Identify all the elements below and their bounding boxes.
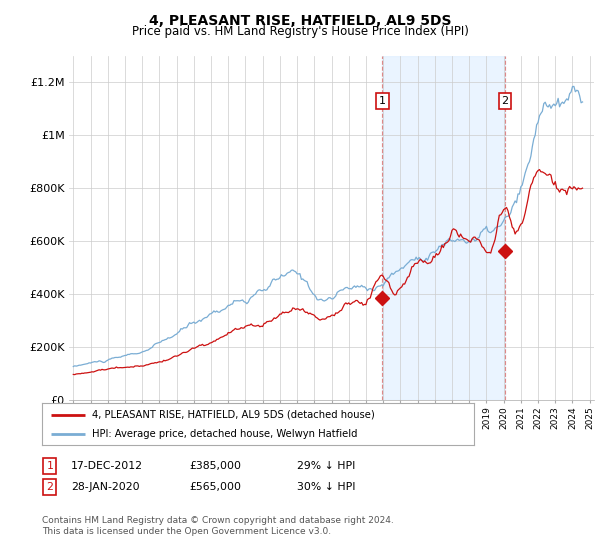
Text: 17-DEC-2012: 17-DEC-2012 — [71, 461, 143, 471]
Text: 4, PLEASANT RISE, HATFIELD, AL9 5DS (detached house): 4, PLEASANT RISE, HATFIELD, AL9 5DS (det… — [92, 409, 374, 419]
Text: 1: 1 — [379, 96, 386, 106]
Text: 2: 2 — [46, 482, 53, 492]
Text: £385,000: £385,000 — [189, 461, 241, 471]
Text: HPI: Average price, detached house, Welwyn Hatfield: HPI: Average price, detached house, Welw… — [92, 429, 357, 439]
Text: 28-JAN-2020: 28-JAN-2020 — [71, 482, 139, 492]
Text: Price paid vs. HM Land Registry's House Price Index (HPI): Price paid vs. HM Land Registry's House … — [131, 25, 469, 38]
Bar — [382, 56, 505, 400]
Text: 1: 1 — [46, 461, 53, 471]
Text: 29% ↓ HPI: 29% ↓ HPI — [297, 461, 355, 471]
Text: 2: 2 — [502, 96, 509, 106]
Text: Contains HM Land Registry data © Crown copyright and database right 2024.
This d: Contains HM Land Registry data © Crown c… — [42, 516, 394, 536]
Text: 4, PLEASANT RISE, HATFIELD, AL9 5DS: 4, PLEASANT RISE, HATFIELD, AL9 5DS — [149, 14, 451, 28]
Text: £565,000: £565,000 — [189, 482, 241, 492]
Text: 30% ↓ HPI: 30% ↓ HPI — [297, 482, 355, 492]
